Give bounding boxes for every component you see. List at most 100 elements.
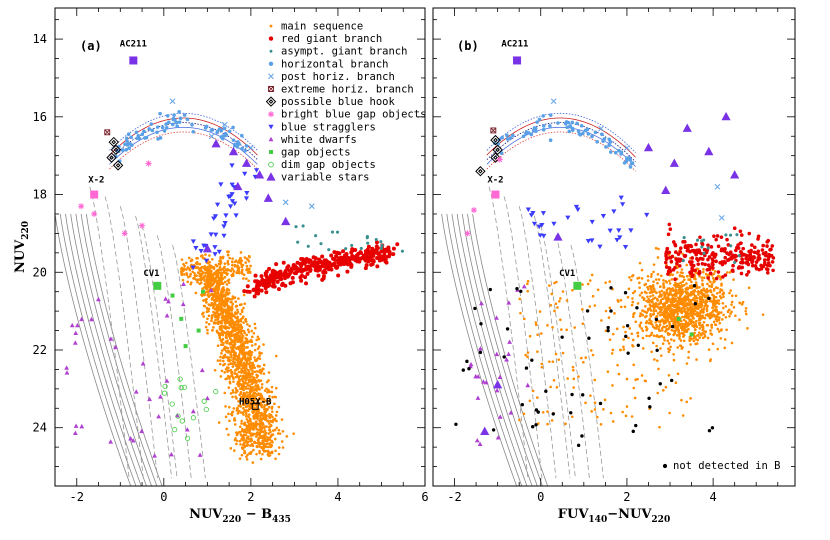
main-sequence-point xyxy=(254,326,257,330)
main-sequence-point xyxy=(247,350,251,354)
not-detected-in-b-point xyxy=(609,286,613,290)
main-sequence-point xyxy=(684,298,687,302)
horizontal-branch-point xyxy=(129,135,133,140)
main-sequence-point xyxy=(247,279,250,283)
red-giant-branch-point xyxy=(267,266,272,271)
main-sequence-point xyxy=(668,290,672,293)
main-sequence-point xyxy=(645,311,649,314)
main-sequence-point xyxy=(248,255,251,259)
main-sequence-point xyxy=(745,312,748,316)
main-sequence-point xyxy=(707,348,711,351)
main-sequence-point xyxy=(685,362,689,365)
red-giant-branch-point xyxy=(706,243,710,247)
main-sequence-point xyxy=(649,304,653,308)
blue-straggler-point xyxy=(233,213,239,218)
main-sequence-point xyxy=(682,307,686,310)
not-detected-in-b-point xyxy=(654,317,659,322)
main-sequence-point xyxy=(242,273,246,277)
horizontal-branch-point xyxy=(511,133,515,138)
main-sequence-point xyxy=(538,310,542,313)
main-sequence-point xyxy=(674,285,677,288)
main-sequence-point xyxy=(582,360,585,364)
main-sequence-point xyxy=(555,386,559,389)
red-giant-branch-point xyxy=(744,261,749,265)
main-sequence-point xyxy=(589,349,593,352)
main-sequence-point xyxy=(209,284,213,288)
red-giant-branch-point xyxy=(741,246,745,251)
main-sequence-point xyxy=(231,410,235,414)
main-sequence-point xyxy=(209,266,212,270)
main-sequence-point xyxy=(255,338,259,342)
blue-straggler-point xyxy=(190,239,196,245)
variable-star-point xyxy=(263,193,273,202)
horizontal-branch-point xyxy=(124,136,129,141)
main-sequence-point xyxy=(241,443,245,447)
horizontal-branch-point xyxy=(579,123,584,128)
main-sequence-point xyxy=(268,441,272,445)
red-giant-branch-point xyxy=(345,262,350,267)
white-dwarf-point xyxy=(474,437,480,443)
red-giant-branch-point xyxy=(770,244,775,248)
main-sequence-point xyxy=(558,299,561,303)
main-sequence-point xyxy=(652,334,656,337)
horizontal-branch-point xyxy=(182,113,187,117)
horizontal-branch-point xyxy=(237,142,241,146)
not-detected-in-b-point xyxy=(631,429,635,434)
main-sequence-point xyxy=(263,439,267,442)
not-detected-in-b-point xyxy=(669,378,674,383)
main-sequence-point xyxy=(228,405,231,409)
legend-label: horizontal branch xyxy=(281,58,388,70)
main-sequence-point xyxy=(253,348,257,352)
main-sequence-point xyxy=(683,304,686,308)
main-sequence-point xyxy=(657,278,661,281)
main-sequence-point xyxy=(599,423,603,426)
main-sequence-point xyxy=(709,280,712,284)
main-sequence-point xyxy=(650,272,653,276)
main-sequence-point xyxy=(704,300,708,304)
red-giant-branch-point xyxy=(707,255,712,259)
not-detected-in-b-point xyxy=(635,306,639,310)
main-sequence-point xyxy=(622,338,625,341)
main-sequence-point xyxy=(713,315,716,318)
highlighted-cv1-marker xyxy=(153,281,162,290)
main-sequence-point xyxy=(267,451,270,455)
main-sequence-point xyxy=(200,274,203,278)
horizontal-branch-point xyxy=(140,132,145,137)
main-sequence-point xyxy=(229,392,233,395)
main-sequence-point xyxy=(243,356,247,360)
main-sequence-point xyxy=(203,264,207,268)
main-sequence-point xyxy=(674,310,677,314)
main-sequence-point xyxy=(664,385,668,389)
red-giant-branch-point xyxy=(667,255,672,260)
main-sequence-point xyxy=(263,389,267,392)
main-sequence-point xyxy=(251,362,254,365)
legend-marker xyxy=(266,172,276,181)
main-sequence-point xyxy=(669,287,672,291)
main-sequence-point xyxy=(254,343,257,346)
main-sequence-point xyxy=(236,338,240,341)
main-sequence-point xyxy=(240,263,243,267)
main-sequence-point xyxy=(206,307,209,311)
red-giant-branch-point xyxy=(726,258,730,262)
main-sequence-point xyxy=(675,333,679,337)
main-sequence-point xyxy=(730,294,734,298)
main-sequence-point xyxy=(246,425,250,429)
main-sequence-point xyxy=(252,406,255,410)
main-sequence-point xyxy=(237,409,241,413)
main-sequence-point xyxy=(734,294,738,298)
main-sequence-point xyxy=(225,283,229,286)
main-sequence-point xyxy=(253,413,256,417)
white-dwarf-point xyxy=(130,438,136,443)
main-sequence-point xyxy=(669,272,672,276)
main-sequence-point xyxy=(259,457,263,461)
horizontal-branch-point xyxy=(565,125,570,130)
not-detected-in-b-point xyxy=(502,355,506,359)
main-sequence-point xyxy=(258,445,261,448)
main-sequence-point xyxy=(649,295,652,298)
main-sequence-point xyxy=(262,442,266,445)
y-tick-label: 20 xyxy=(33,265,47,279)
horizontal-branch-point xyxy=(595,139,600,144)
blue-hook-point xyxy=(492,144,503,156)
main-sequence-point xyxy=(240,326,243,329)
